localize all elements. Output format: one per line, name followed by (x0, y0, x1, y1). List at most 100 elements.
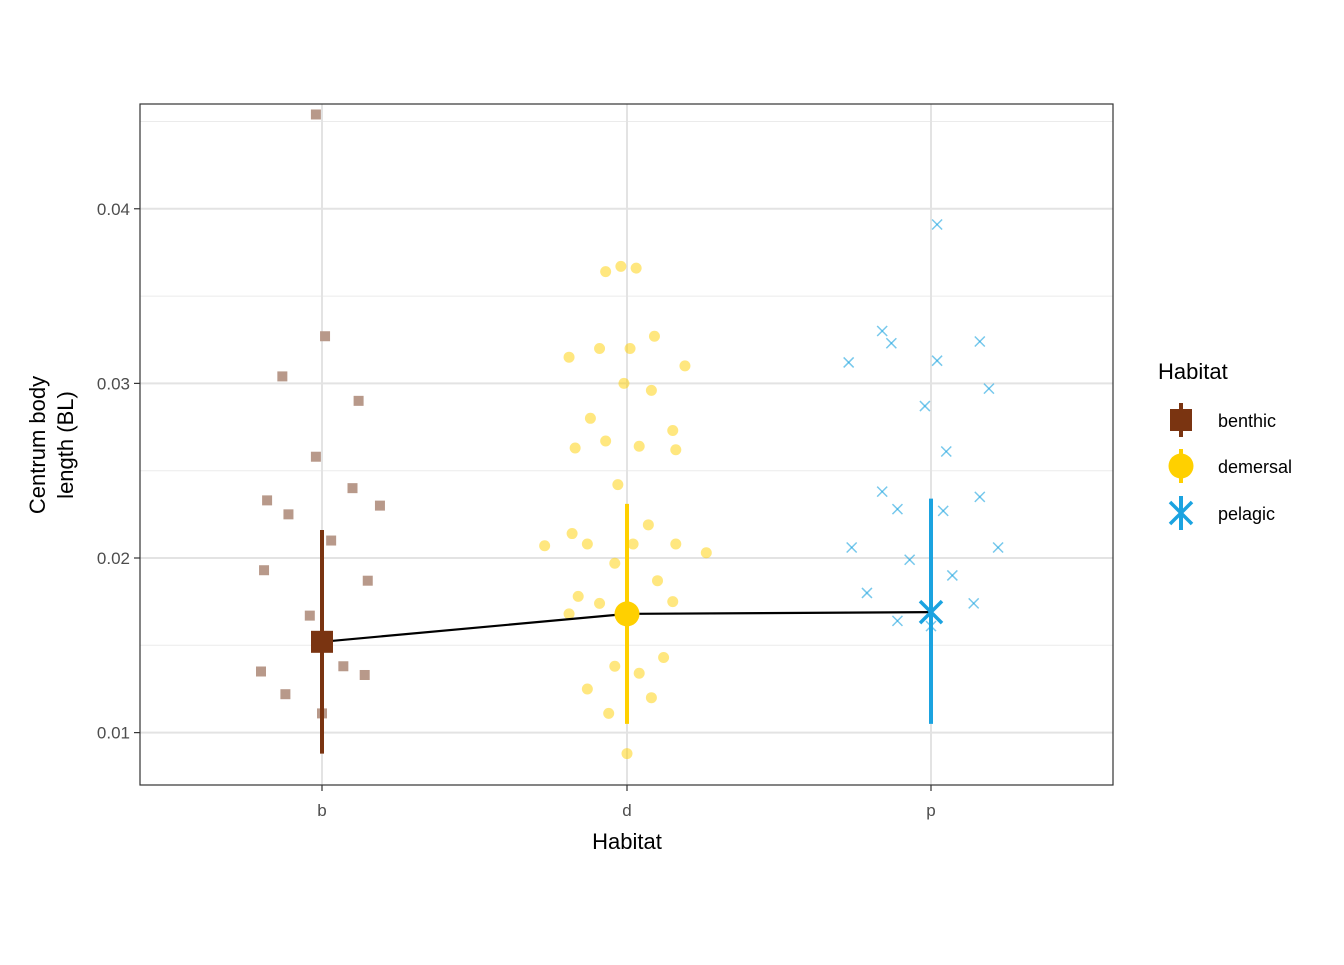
pelagic-point-stroke (846, 541, 858, 554)
benthic-point (338, 661, 349, 672)
benthic-point (347, 483, 358, 494)
benthic-mean (311, 630, 333, 653)
x-axis-title: Habitat (592, 829, 662, 854)
y-tick-label: 0.03 (97, 374, 130, 393)
y-axis-title-line-1: Centrum body (25, 376, 50, 514)
demersal-point (652, 575, 663, 587)
summary-layer (311, 498, 944, 754)
pelagic-point (891, 503, 903, 515)
pelagic-point-stroke (946, 569, 958, 581)
pelagic-point (931, 355, 943, 367)
pelagic-point-stroke (904, 554, 916, 566)
benthic-point (310, 109, 321, 120)
benthic-point (353, 395, 364, 406)
pelagic-point (885, 337, 897, 349)
pelagic-point-stroke (937, 505, 949, 517)
pelagic-point-stroke (843, 356, 855, 368)
demersal-point (645, 384, 657, 396)
benthic-point (326, 535, 337, 546)
pelagic-point (904, 554, 916, 566)
demersal-point (670, 444, 682, 456)
demersal-point (594, 342, 606, 354)
pelagic-point-stroke (974, 491, 986, 503)
pelagic-point-stroke (876, 486, 888, 498)
pelagic-point-stroke (931, 355, 943, 367)
pelagic-point-stroke (931, 218, 943, 231)
demersal-point (667, 425, 679, 437)
demersal-point (670, 538, 682, 550)
pelagic-mean (918, 599, 944, 625)
y-tick-label: 0.02 (97, 549, 130, 568)
demersal-point (584, 412, 596, 424)
pelagic-point-stroke (940, 445, 952, 458)
legend-key-circle (1168, 453, 1194, 479)
demersal-point (700, 547, 712, 559)
panel-border (139, 103, 1114, 786)
demersal-point (633, 440, 645, 452)
demersal-point (563, 608, 575, 620)
demersal-point (600, 266, 612, 278)
demersal-point (615, 260, 627, 272)
demersal-point (609, 557, 621, 569)
demersal-point (609, 660, 621, 672)
demersal-point (618, 377, 630, 389)
demersal-point (679, 360, 691, 372)
demersal-point (581, 538, 593, 550)
demersal-point (667, 596, 679, 608)
y-tick-label: 0.01 (97, 724, 130, 743)
benthic-point (359, 669, 370, 680)
pelagic-point-stroke (891, 503, 903, 515)
pelagic-point-stroke (876, 325, 888, 337)
pelagic-point (876, 325, 888, 337)
legend-title: Habitat (1158, 359, 1228, 384)
pelagic-point (974, 335, 986, 348)
legend-entry-pelagic: pelagic (1168, 496, 1275, 530)
pelagic-point (940, 445, 952, 458)
pelagic-point-stroke (992, 541, 1004, 554)
legend-key-square (1170, 409, 1192, 431)
pelagic-point (937, 505, 949, 517)
benthic-point (374, 500, 385, 511)
demersal-point (658, 652, 670, 664)
pelagic-point-stroke (885, 337, 897, 349)
pelagic-point (846, 541, 858, 554)
benthic-point (277, 371, 288, 382)
pelagic-point (861, 587, 873, 599)
benthic-point (262, 495, 273, 506)
y-axis: 0.01 0.02 0.03 0.04 (97, 200, 140, 743)
y-axis-title-line-2: length (BL) (53, 391, 78, 499)
pelagic-point (946, 569, 958, 581)
pelagic-point-stroke (919, 400, 931, 412)
pelagic-point-stroke (891, 615, 903, 627)
benthic-point (256, 666, 266, 677)
pelagic-point (974, 491, 986, 503)
demersal-point (539, 540, 551, 552)
x-tick-label: d (622, 801, 631, 820)
demersal-point (600, 435, 612, 447)
pelagic-point (983, 383, 995, 395)
demersal-point (603, 707, 615, 719)
legend-label: pelagic (1218, 504, 1275, 524)
demersal-point (594, 597, 606, 609)
pelagic-point (876, 486, 888, 498)
pelagic-point (931, 218, 943, 231)
pelagic-point-stroke (861, 587, 873, 599)
x-tick-label: b (317, 801, 326, 820)
benthic-point (320, 331, 331, 342)
demersal-point (633, 667, 645, 679)
pelagic-point-stroke (974, 335, 986, 348)
legend-entry-benthic: benthic (1170, 403, 1276, 437)
demersal-point (621, 748, 633, 760)
pelagic-point-stroke (983, 383, 995, 395)
legend-key-cross-stroke (1168, 500, 1194, 526)
x-tick-label: p (926, 801, 935, 820)
legend-label: benthic (1218, 411, 1276, 431)
pelagic-point (992, 541, 1004, 554)
pelagic-point (968, 597, 980, 609)
demersal-point (627, 538, 639, 550)
pelagic-point (891, 615, 903, 627)
demersal-point (569, 442, 581, 454)
legend-key-cross (1168, 500, 1194, 526)
